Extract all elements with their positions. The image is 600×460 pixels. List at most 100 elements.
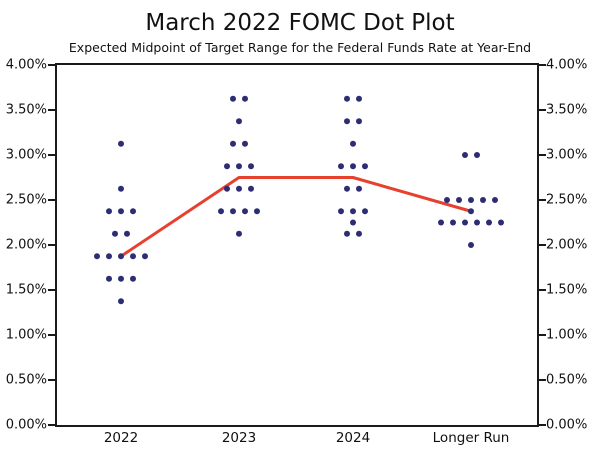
y-axis-tick-left <box>48 109 55 111</box>
projection-dot <box>350 208 356 215</box>
chart-title: March 2022 FOMC Dot Plot <box>145 10 455 36</box>
projection-dot <box>462 152 468 158</box>
projection-dot <box>474 152 480 158</box>
projection-dot <box>224 163 230 170</box>
y-axis-label-left: 2.50% <box>5 192 47 208</box>
y-axis-tick-right <box>539 154 546 156</box>
projection-dot <box>130 275 136 282</box>
y-axis-label-left: 0.00% <box>5 417 47 433</box>
projection-dot <box>362 208 368 215</box>
projection-dot <box>486 219 492 226</box>
projection-dot <box>106 275 112 282</box>
y-axis-tick-right <box>539 109 546 111</box>
chart-subtitle: Expected Midpoint of Target Range for th… <box>68 40 532 55</box>
projection-dot <box>344 95 350 102</box>
y-axis-label-left: 4.00% <box>5 57 47 73</box>
median-line <box>120 176 472 258</box>
dot-plot-canvas <box>94 95 504 305</box>
projection-dot <box>356 185 362 192</box>
projection-dot <box>130 253 136 260</box>
y-axis-label-right: 3.50% <box>546 102 588 118</box>
projection-dot <box>254 208 260 215</box>
x-axis-label: 2024 <box>335 430 371 446</box>
y-axis-tick-right <box>539 424 546 426</box>
y-axis-tick-left <box>48 64 55 66</box>
y-axis-label-left: 1.00% <box>5 327 47 343</box>
projection-dot <box>118 275 124 282</box>
y-axis-label-right: 0.50% <box>546 372 588 388</box>
y-axis-tick-left <box>48 154 55 156</box>
projection-dot <box>356 230 362 237</box>
y-axis-tick-right <box>539 199 546 201</box>
y-axis-label-right: 1.00% <box>546 327 588 343</box>
y-axis-label-right: 2.00% <box>546 237 588 253</box>
y-axis-tick-left <box>48 199 55 201</box>
projection-dot <box>456 197 462 203</box>
plot-frame: 0.00% 0.00% 0.50% 0.50% 1.00% 1.00% 1.50% 1.50%… <box>6 58 588 447</box>
y-axis-tick-right <box>539 64 546 66</box>
y-axis-label-left: 0.50% <box>5 372 47 388</box>
projection-dot <box>118 140 124 147</box>
y-axis-tick-right <box>539 379 546 381</box>
y-axis-label-right: 0.00% <box>546 417 588 433</box>
projection-dot <box>106 208 112 215</box>
projection-dot <box>344 230 350 237</box>
projection-dot <box>94 253 100 260</box>
projection-dot <box>438 219 444 226</box>
projection-dot <box>236 185 242 192</box>
projection-dot <box>230 140 236 147</box>
projection-dot <box>248 163 254 170</box>
projection-dot <box>118 298 124 305</box>
y-axis-label-left: 3.50% <box>5 102 47 118</box>
y-axis-tick-left <box>48 424 55 426</box>
projection-dot <box>248 185 254 192</box>
projection-dot <box>236 163 242 170</box>
projection-dot <box>356 95 362 102</box>
projection-dot <box>118 253 124 260</box>
projection-dot <box>130 208 136 215</box>
projection-dot <box>356 118 362 125</box>
projection-dot <box>468 197 474 203</box>
projection-dot <box>124 230 130 237</box>
projection-dot <box>224 185 230 192</box>
projection-dot <box>242 140 248 147</box>
projection-dot <box>344 185 350 192</box>
projection-dot <box>230 95 236 102</box>
projection-dot <box>236 118 242 125</box>
x-axis-label: 2022 <box>103 430 139 446</box>
projection-dot <box>468 242 474 248</box>
y-axis-tick-right <box>539 334 546 336</box>
projection-dot <box>450 219 456 226</box>
projection-dot <box>106 253 112 260</box>
projection-dot <box>242 208 248 215</box>
y-axis-label-left: 2.00% <box>5 237 47 253</box>
plot-area: 0.00% 0.00% 0.50% 0.50% 1.00% 1.00% 1.50% 1.50%… <box>6 58 588 447</box>
projection-dot <box>236 230 242 237</box>
y-axis-label-left: 1.50% <box>5 282 47 298</box>
y-axis-tick-right <box>539 289 546 291</box>
projection-dot <box>338 163 344 170</box>
projection-dot <box>474 219 480 226</box>
y-axis-label-right: 3.00% <box>546 147 588 163</box>
y-axis-tick-left <box>48 334 55 336</box>
y-axis-label-left: 3.00% <box>5 147 47 163</box>
projection-dot <box>462 219 468 226</box>
projection-dot <box>468 208 474 215</box>
y-axis-tick-right <box>539 244 546 246</box>
projection-dot <box>338 208 344 215</box>
y-axis-label-right: 2.50% <box>546 192 588 208</box>
y-axis-label-right: 1.50% <box>546 282 588 298</box>
projection-dot <box>118 185 124 192</box>
projection-dot <box>118 208 124 215</box>
y-axis-label-right: 4.00% <box>546 57 588 73</box>
projection-dot <box>480 197 486 203</box>
projection-dot <box>498 219 504 226</box>
projection-dot <box>350 163 356 170</box>
projection-dot <box>444 197 450 203</box>
projection-dot <box>112 230 118 237</box>
projection-dot <box>142 253 148 260</box>
projection-dot <box>350 219 356 226</box>
x-axis-label: Longer Run <box>432 430 510 446</box>
x-axis-label: 2023 <box>221 430 257 446</box>
